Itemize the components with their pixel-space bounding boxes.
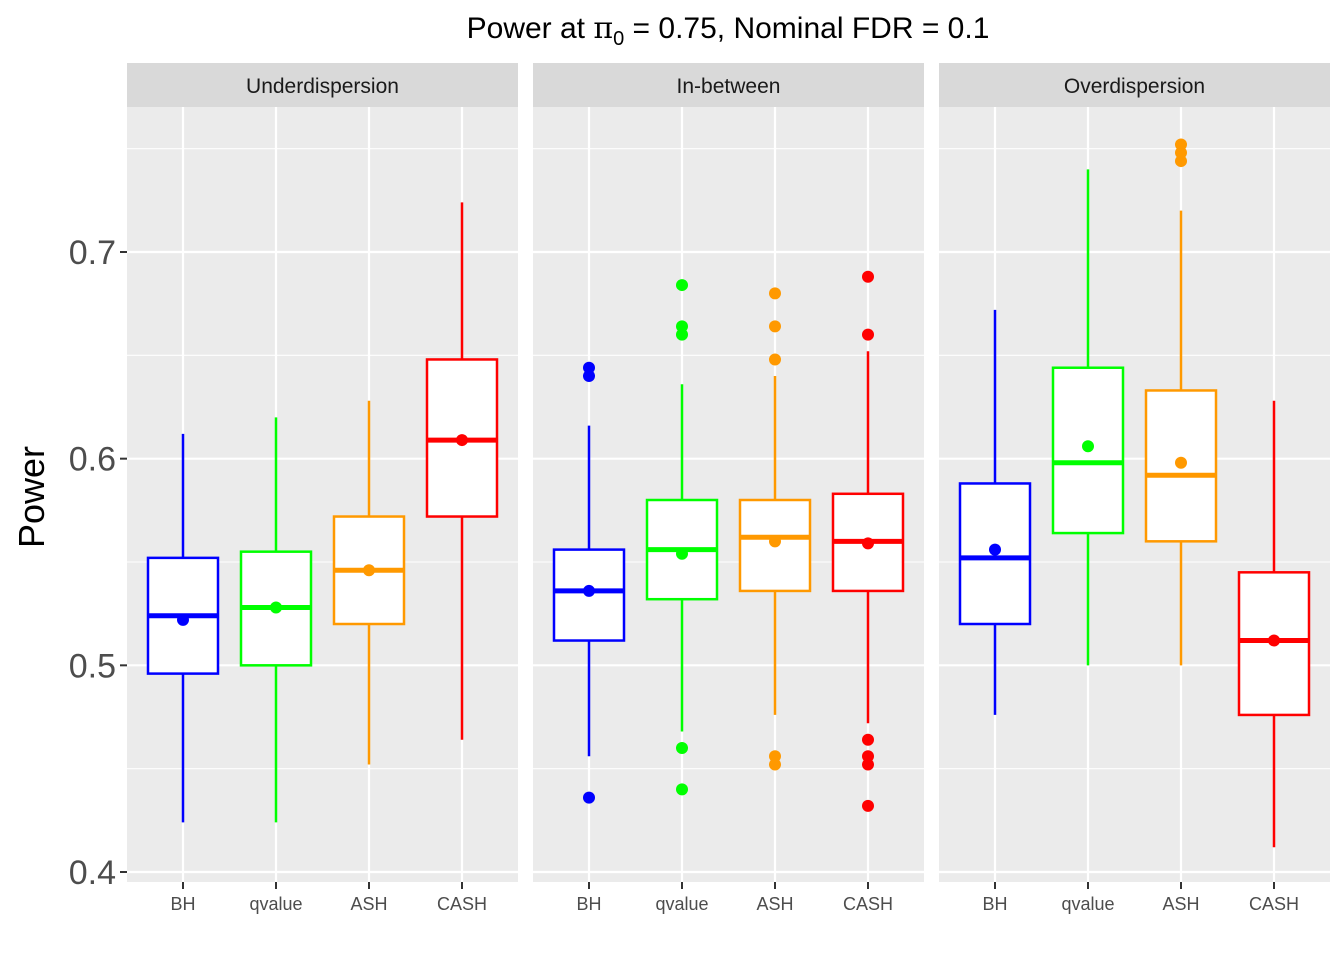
chart-title-subscript: 0 xyxy=(613,28,624,50)
x-tick-label: CASH xyxy=(437,894,487,914)
facet-strip-label: In-between xyxy=(677,75,781,98)
outlier-point xyxy=(676,783,688,796)
chart-title-prefix: Power at xyxy=(467,12,594,45)
outlier-point xyxy=(583,370,595,382)
outlier-point xyxy=(862,758,874,771)
y-axis-label: Power xyxy=(11,446,52,548)
facet-strip xyxy=(533,63,924,107)
box-ash xyxy=(1144,138,1218,666)
outlier-point xyxy=(1175,138,1187,151)
chart-title-suffix: = 0.75, Nominal FDR = 0.1 xyxy=(624,12,989,45)
y-tick-label: 0.5 xyxy=(69,647,116,685)
facet-strip xyxy=(939,63,1330,107)
outlier-point xyxy=(676,320,688,333)
mean-point xyxy=(1082,440,1094,453)
facet-panel-overdispersion: Overdispersion BH qvalue ASH CASH xyxy=(939,63,1330,914)
x-tick-label: CASH xyxy=(843,894,893,914)
mean-point xyxy=(989,543,1001,556)
x-tick-label: BH xyxy=(170,894,195,914)
box-qvalue xyxy=(239,417,313,823)
y-tick-label: 0.6 xyxy=(69,441,116,479)
x-tick-label: qvalue xyxy=(655,894,708,914)
x-tick-label: ASH xyxy=(756,894,793,914)
outlier-point xyxy=(769,320,781,333)
x-tick-label: BH xyxy=(576,894,601,914)
x-tick-label: ASH xyxy=(350,894,387,914)
outlier-point xyxy=(862,750,874,763)
box-cash xyxy=(831,270,905,812)
facet-strip-label: Overdispersion xyxy=(1064,75,1205,98)
outlier-point xyxy=(769,750,781,763)
x-tick-label: BH xyxy=(982,894,1007,914)
box-bh xyxy=(146,433,220,823)
x-tick-label: ASH xyxy=(1162,894,1199,914)
outlier-point xyxy=(769,758,781,771)
x-tick-label: qvalue xyxy=(1061,894,1114,914)
outlier-point xyxy=(862,733,874,746)
outlier-point xyxy=(862,799,874,812)
box-qvalue xyxy=(1051,169,1125,666)
outlier-point xyxy=(1175,155,1187,168)
outlier-point xyxy=(862,270,874,283)
mean-point xyxy=(363,564,375,577)
outlier-point xyxy=(583,791,595,804)
mean-point xyxy=(583,584,595,597)
mean-point xyxy=(862,537,874,550)
box-ash xyxy=(332,400,406,765)
facet-panel-in-between: In-between BH qvalue ASH CASH xyxy=(533,63,924,914)
box-cash xyxy=(1237,400,1311,848)
box-cash xyxy=(425,202,499,740)
outlier-point xyxy=(676,279,688,292)
outlier-point xyxy=(676,742,688,754)
mean-point xyxy=(676,547,688,560)
chart-title: Power at π0 = 0.75, Nominal FDR = 0.1 xyxy=(467,11,990,50)
outlier-point xyxy=(583,361,595,374)
mean-point xyxy=(1268,634,1280,647)
outlier-point xyxy=(862,328,874,341)
y-axis: 0.4 0.5 0.6 0.7 xyxy=(69,234,127,892)
outlier-point xyxy=(1175,146,1187,159)
chart-title-symbol: π xyxy=(593,11,613,46)
mean-point xyxy=(270,601,282,614)
mean-point xyxy=(769,535,781,548)
mean-point xyxy=(1175,456,1187,469)
y-tick-label: 0.4 xyxy=(69,854,116,892)
mean-point xyxy=(177,613,189,626)
outlier-point xyxy=(769,287,781,300)
box-qvalue xyxy=(645,279,719,796)
box-ash xyxy=(738,287,812,771)
outlier-point xyxy=(769,353,781,366)
x-tick-label: qvalue xyxy=(249,894,302,914)
facet-strip-label: Underdispersion xyxy=(246,75,399,98)
box-bh xyxy=(552,361,626,804)
mean-point xyxy=(456,434,468,447)
x-tick-label: CASH xyxy=(1249,894,1299,914)
facet-strip xyxy=(127,63,518,107)
y-tick-label: 0.7 xyxy=(69,234,116,272)
outlier-point xyxy=(676,328,688,341)
facet-panel-underdispersion: Underdispersion BH qvalue ASH CASH xyxy=(127,63,518,914)
box-bh xyxy=(958,309,1032,715)
